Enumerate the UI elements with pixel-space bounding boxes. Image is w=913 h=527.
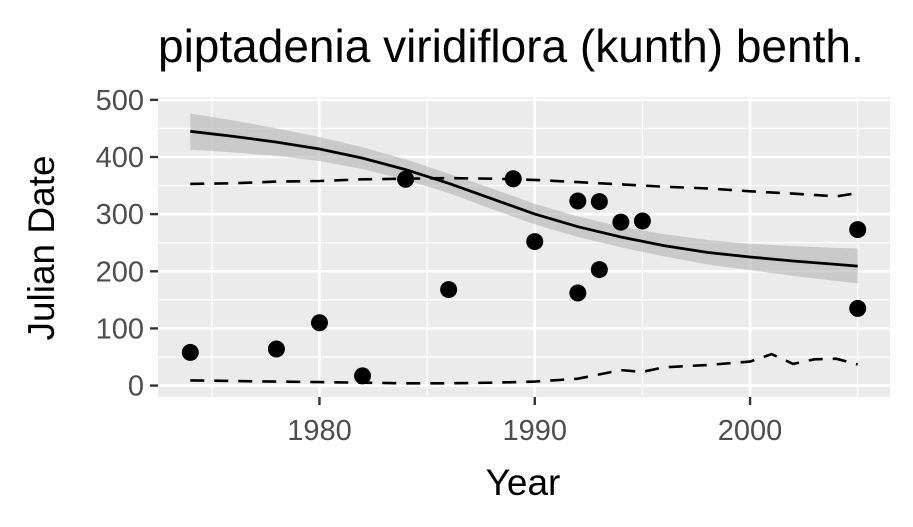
y-tick-label: 200 (96, 256, 144, 288)
data-point (633, 212, 651, 230)
data-point (569, 192, 587, 210)
x-tick-label: 1980 (287, 415, 352, 447)
data-point (849, 221, 867, 239)
y-axis: 0 100 200 300 400 500 (96, 85, 158, 403)
x-axis: 1980 1990 2000 (287, 397, 782, 447)
y-tick-label: 500 (96, 85, 144, 117)
data-point (849, 299, 867, 317)
data-point (354, 367, 372, 385)
data-point (181, 343, 199, 361)
y-tick-label: 300 (96, 199, 144, 231)
data-point (504, 170, 522, 188)
trend-line (190, 129, 858, 268)
data-point (612, 213, 630, 231)
data-point (569, 284, 587, 302)
lower-bound-line (190, 352, 859, 385)
y-tick-label: 400 (96, 142, 144, 174)
data-point (267, 340, 285, 358)
x-tick-label: 1990 (503, 415, 568, 447)
x-axis-title: Year (486, 462, 561, 503)
y-tick-label: 0 (128, 371, 144, 403)
upper-bound-line (190, 176, 858, 198)
x-tick-label: 2000 (718, 415, 783, 447)
data-point (310, 314, 328, 332)
plot-panel (158, 97, 890, 397)
data-point (440, 281, 458, 299)
y-tick-label: 100 (96, 313, 144, 345)
data-point (590, 193, 608, 211)
chart-title: piptadenia viridiflora (kunth) benth. (158, 20, 864, 72)
y-axis-title: Julian Date (21, 155, 62, 340)
data-point (397, 170, 415, 188)
data-point (590, 261, 608, 279)
data-point (526, 233, 544, 251)
